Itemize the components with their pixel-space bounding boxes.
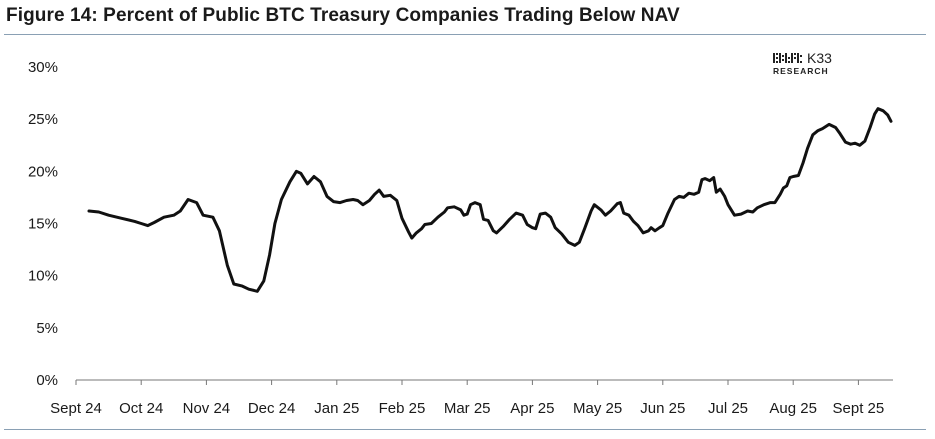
x-tick-label: Jul 25 (708, 400, 748, 417)
chart-title: Figure 14: Percent of Public BTC Treasur… (6, 5, 680, 26)
bottom-rule (4, 429, 926, 430)
k33-logo-icon (773, 53, 802, 63)
x-tick-label: Apr 25 (510, 400, 554, 417)
y-tick-label: 10% (28, 268, 58, 285)
x-tick-label: Aug 25 (769, 400, 817, 417)
y-tick-label: 30% (28, 59, 58, 76)
y-tick-label: 25% (28, 111, 58, 128)
x-tick-label: Sept 24 (50, 400, 102, 417)
x-tick-label: Mar 25 (444, 400, 491, 417)
logo-subtitle: RESEARCH (773, 66, 829, 76)
x-tick-label: Sept 25 (833, 400, 885, 417)
series-line (87, 107, 893, 293)
x-tick-label: May 25 (573, 400, 622, 417)
y-tick-label: 15% (28, 216, 58, 233)
y-axis: 0% 5% 10% 15% 20% 25% 30% (28, 59, 58, 389)
x-tick-label: Jan 25 (314, 400, 359, 417)
x-tick-label: Feb 25 (379, 400, 426, 417)
x-axis: Sept 24 Oct 24 Nov 24 Dec 24 Jan 25 Feb 25 Mar… (50, 379, 893, 417)
x-tick-label: Jun 25 (640, 400, 685, 417)
y-tick-label: 5% (36, 320, 58, 337)
y-tick-label: 20% (28, 163, 58, 180)
top-rule (4, 34, 926, 35)
logo-wordmark: K33 (807, 50, 832, 66)
x-tick-label: Oct 24 (119, 400, 163, 417)
y-tick-label: 0% (36, 372, 58, 389)
x-tick-label: Dec 24 (248, 400, 296, 417)
x-tick-label: Nov 24 (183, 400, 231, 417)
